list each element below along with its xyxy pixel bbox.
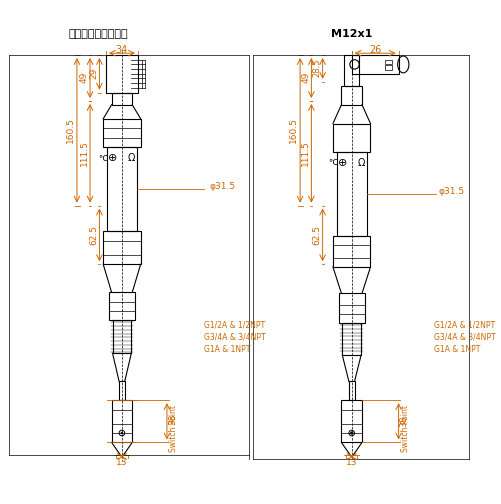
- Text: 电磁阀接头连接方式: 电磁阀接头连接方式: [69, 29, 128, 39]
- Text: 160.5: 160.5: [289, 117, 298, 143]
- Circle shape: [121, 432, 123, 434]
- Text: 29: 29: [89, 68, 98, 80]
- Bar: [333, 123, 370, 152]
- Text: 26: 26: [369, 45, 381, 55]
- Text: Ω: Ω: [128, 153, 135, 163]
- Text: ℃: ℃: [99, 154, 108, 163]
- Bar: [337, 152, 367, 236]
- Text: ℃: ℃: [328, 158, 338, 167]
- Text: G1A & 1NPT: G1A & 1NPT: [204, 345, 251, 354]
- Text: 111.5: 111.5: [80, 140, 89, 165]
- Bar: [106, 55, 138, 93]
- Text: 111.5: 111.5: [301, 140, 310, 165]
- Text: φ31.5: φ31.5: [439, 187, 465, 197]
- Circle shape: [351, 432, 353, 434]
- Text: G1A & 1NPT: G1A & 1NPT: [434, 345, 480, 354]
- Text: G3/4A & 3/4NPT: G3/4A & 3/4NPT: [434, 333, 496, 342]
- Bar: [385, 60, 392, 65]
- Bar: [341, 400, 362, 443]
- Bar: [344, 55, 359, 86]
- Text: Switch Point: Switch Point: [169, 405, 178, 452]
- Text: 34: 34: [116, 45, 128, 55]
- Bar: [352, 55, 399, 74]
- Text: ⊕: ⊕: [338, 158, 347, 168]
- Bar: [341, 86, 362, 105]
- Bar: [333, 236, 370, 267]
- Text: 49: 49: [80, 72, 89, 83]
- Text: 49: 49: [301, 72, 310, 83]
- Text: φ31.5: φ31.5: [209, 182, 235, 191]
- Text: Switch Point: Switch Point: [401, 405, 410, 452]
- Text: 38: 38: [400, 415, 409, 427]
- Text: 62.5: 62.5: [313, 225, 322, 244]
- Bar: [339, 293, 365, 323]
- Text: 28.5: 28.5: [313, 59, 322, 78]
- Bar: [385, 66, 392, 70]
- Text: G3/4A & 3/4NPT: G3/4A & 3/4NPT: [204, 333, 266, 342]
- Text: ⊕: ⊕: [108, 153, 117, 163]
- Bar: [112, 400, 132, 443]
- Bar: [342, 323, 361, 355]
- Text: Ω: Ω: [357, 158, 365, 168]
- Bar: [112, 93, 132, 105]
- Text: M12x1: M12x1: [331, 29, 372, 39]
- Text: 160.5: 160.5: [66, 117, 75, 143]
- Bar: [349, 382, 355, 400]
- Text: 38: 38: [168, 413, 177, 425]
- Bar: [113, 321, 131, 353]
- Bar: [103, 231, 141, 264]
- Bar: [119, 382, 125, 400]
- Bar: [107, 147, 137, 231]
- Bar: [109, 292, 135, 321]
- Text: G1/2A & 1/2NPT: G1/2A & 1/2NPT: [204, 321, 266, 330]
- Text: 13: 13: [346, 458, 357, 467]
- Text: 13: 13: [116, 458, 128, 467]
- Bar: [103, 119, 141, 147]
- Text: G1/2A & 1/2NPT: G1/2A & 1/2NPT: [434, 321, 495, 330]
- Text: 62.5: 62.5: [89, 225, 98, 244]
